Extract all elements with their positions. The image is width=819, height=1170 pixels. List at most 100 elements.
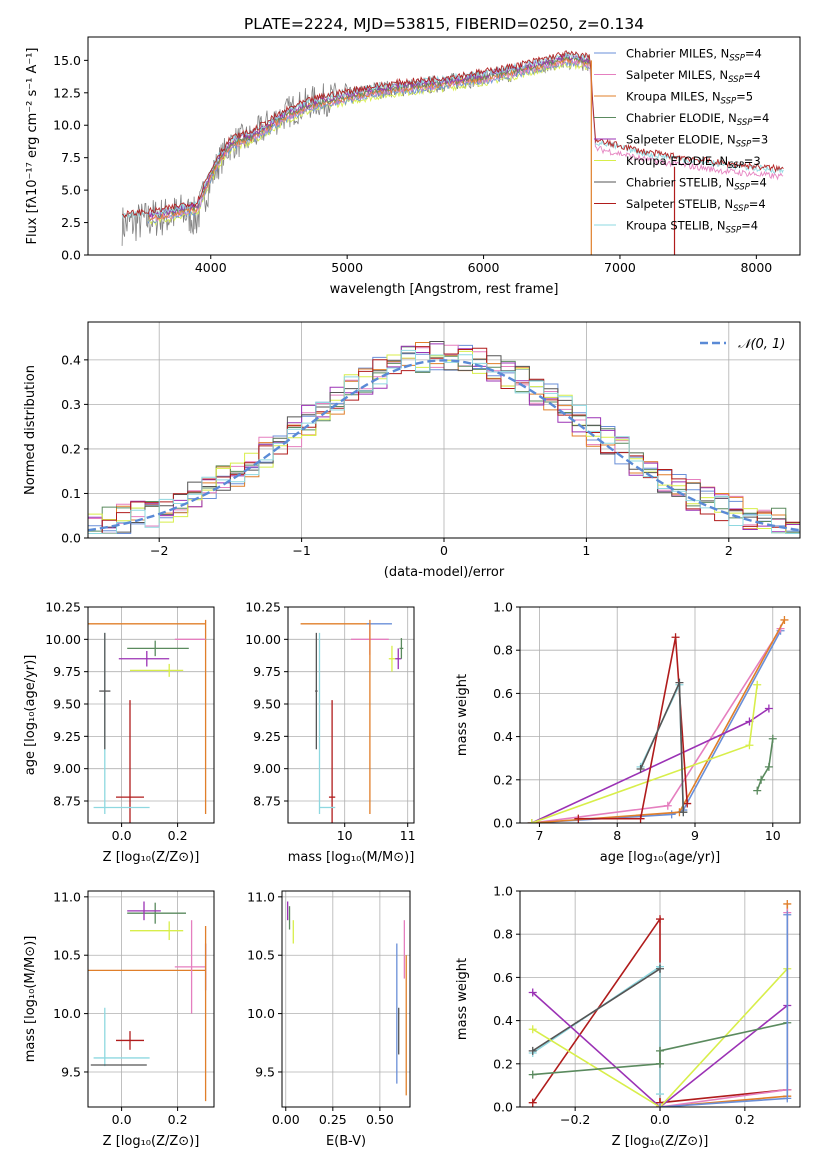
weight_vs_Z-series-chabrier_miles	[659, 914, 789, 1107]
weight_vs_age-marker-kroupa_elodie	[745, 741, 754, 750]
spectrum-model-line-salpeter_miles	[147, 57, 784, 222]
spectrum-plot-area	[121, 50, 784, 255]
age_vs_mass-point-kroupa_elodie	[388, 645, 396, 672]
mass_vs_ebv-x-tick-label: 0.00	[272, 1112, 300, 1127]
spectrum-model-line-chabrier_elodie	[147, 55, 591, 218]
weight_vs_Z-marker-chabrier_miles	[783, 910, 792, 919]
spectrum-y-axis-label: Flux [fλ10⁻¹⁷ erg cm⁻² s⁻¹ A⁻¹]	[25, 48, 40, 245]
weight_vs_Z-y-tick-label: 1.0	[493, 884, 513, 899]
age_vs_Z-plot-area	[88, 619, 207, 823]
weight_vs_Z-y-tick-label: 0.4	[493, 1013, 513, 1028]
mass_vs_ebv-y-tick-label: 10.5	[247, 948, 275, 963]
residuals-y-tick-label: 0.4	[61, 352, 81, 367]
age_vs_Z-x-axis-label: Z [log₁₀(Z/Z⊙)]	[103, 850, 200, 865]
age_vs_mass-point-chabrier_stelib	[315, 632, 318, 750]
residual-legend-label: 𝒩(0, 1)	[738, 337, 785, 352]
weight_vs_age-x-axis-label: age [log₁₀(age/yr)]	[600, 850, 721, 865]
weight_vs_Z-marker-chabrier_miles	[783, 1094, 792, 1103]
weight_vs_age-plot-area	[527, 615, 789, 823]
age_vs_Z-point-chabrier_elodie	[127, 640, 189, 657]
spectrum-legend-entry: Chabrier ELODIE, NSSP=4	[626, 111, 769, 128]
weight_vs_age-y-tick-label: 0.8	[493, 643, 513, 658]
residuals-y-tick-label: 0.2	[61, 441, 81, 456]
weight_vs_age-marker-chabrier_stelib	[636, 765, 645, 773]
spectrum-x-tick-label: 8000	[740, 260, 772, 275]
spectrum-legend-entry: Chabrier MILES, NSSP=4	[626, 47, 762, 64]
weight_vs_Z-marker-chabrier_miles	[656, 1103, 664, 1107]
weight_vs_age-x-tick-label: 9	[691, 828, 699, 843]
spectrum-legend-entry: Salpeter MILES, NSSP=4	[626, 68, 761, 85]
weight_vs_age-x-tick-label: 8	[613, 828, 621, 843]
weight_vs_Z-marker-chabrier_elodie	[656, 1046, 664, 1055]
spectrum-legend-entry: Kroupa STELIB, NSSP=4	[626, 219, 758, 236]
weight_vs_age-y-tick-label: 0.2	[493, 772, 513, 787]
weight_vs_Z-marker-salpeter_stelib	[528, 1098, 537, 1107]
weight_vs_age-series-chabrier_miles	[531, 630, 782, 823]
weight_vs_age-marker-chabrier_miles	[667, 810, 676, 819]
weight_vs_age-marker-salpeter_elodie	[764, 704, 773, 713]
mass_vs_Z-y-axis-label: mass [log₁₀(M/M⊙)]	[23, 936, 38, 1063]
weight_vs_Z-x-tick-label: −0.2	[560, 1112, 590, 1127]
weight_vs_age-marker-salpeter_stelib	[671, 633, 680, 642]
mass_vs_ebv-plot-area	[286, 901, 407, 1096]
age_vs_mass-point-salpeter_elodie	[395, 648, 402, 670]
age_vs_mass-x-tick-label: 11	[400, 828, 416, 843]
weight_vs_age-series-salpeter_stelib	[578, 637, 688, 820]
weight_vs_Z-y-tick-label: 0.8	[493, 927, 513, 942]
weight_vs_Z-marker-salpeter_stelib	[656, 915, 664, 924]
spectrum-x-tick-label: 7000	[604, 260, 636, 275]
weight_vs_Z-marker-kroupa_miles	[783, 899, 792, 908]
weight_vs_Z-x-tick-label: 0.2	[735, 1112, 755, 1127]
mass_vs_Z-x-tick-label: 0.0	[112, 1112, 132, 1127]
weight_vs_Z-marker-kroupa_stelib	[656, 1090, 664, 1099]
spectrum-data-line	[121, 51, 590, 246]
age_vs_mass-y-tick-label: 9.75	[253, 664, 281, 679]
spectrum-x-tick-label: 4000	[195, 260, 227, 275]
mass_vs_Z-x-tick-label: 0.2	[168, 1112, 188, 1127]
spectrum-axes-frame	[87, 36, 801, 256]
weight_vs_age-marker-kroupa_miles	[780, 615, 789, 624]
normal-distribution-curve	[88, 359, 800, 532]
weight_vs_Z-plot-area	[528, 899, 792, 1107]
weight_vs_age-y-axis-label: mass weight	[455, 674, 470, 756]
weight_vs_age-y-tick-label: 1.0	[493, 600, 513, 615]
residuals-y-tick-label: 0.3	[61, 397, 81, 412]
weight_vs_Z-series-kroupa_elodie	[532, 968, 788, 1107]
weight_vs_Z-series-salpeter_elodie	[532, 991, 788, 1107]
age_vs_Z-panel: 0.0 0.2 8.75 9.00 9.25 9.50 9.75 10.00 10.25 Z [l…	[23, 600, 215, 865]
spectrum-y-tick-label: 5.0	[61, 183, 81, 198]
weight_vs_Z-panel: −0.2 0.0 0.2 0.0 0.2 0.4 0.6 0.8 1.0 Z [log₁₀(Z/Z…	[455, 884, 801, 1149]
mass_vs_Z-plot-area	[88, 901, 207, 1102]
weight_vs_Z-x-axis-label: Z [log₁₀(Z/Z⊙)]	[612, 1134, 709, 1149]
weight_vs_age-marker-salpeter_stelib	[683, 799, 692, 808]
mass_vs_ebv-x-tick-label: 0.25	[319, 1112, 347, 1127]
residuals-x-tick-label: 0	[440, 543, 448, 558]
age_vs_Z-y-tick-label: 10.25	[45, 600, 81, 615]
mass_vs_ebv-x-axis-label: E(B-V)	[326, 1134, 366, 1149]
weight_vs_age-y-tick-label: 0.0	[493, 816, 513, 831]
spectrum-legend-entry: Chabrier STELIB, NSSP=4	[626, 176, 767, 193]
residuals-x-tick-label: −1	[292, 543, 310, 558]
weight_vs_age-y-tick-label: 0.4	[493, 729, 513, 744]
age_vs_mass-y-tick-label: 10.00	[245, 632, 281, 647]
age_vs_mass-panel: 10 11 8.75 9.00 9.25 9.50 9.75 10.00 10.25 mass […	[245, 600, 416, 866]
spectrum-model-line-salpeter_elodie	[147, 53, 591, 218]
spectrum-x-axis-label: wavelength [Angstrom, rest frame]	[330, 282, 559, 297]
weight_vs_age-marker-chabrier_stelib	[675, 678, 684, 687]
age_vs_Z-point-salpeter_stelib	[116, 700, 144, 823]
residuals-y-tick-label: 0.0	[61, 531, 81, 546]
age_vs_mass-axes-frame	[287, 606, 415, 824]
mass_vs_Z-panel: 0.0 0.2 9.5 10.0 10.5 11.0 Z [log₁₀(Z/Z⊙)] mass…	[23, 889, 215, 1149]
residuals-panel: −2 −1 0 1 2 0.0 0.1 0.2 0.3 0.4 (data-model)/error…	[23, 321, 801, 580]
age_vs_mass-point-chabrier_elodie	[399, 638, 404, 659]
mass_vs_Z-y-tick-label: 9.5	[61, 1064, 81, 1079]
mass_vs_ebv-panel: 0.00 0.25 0.50 9.5 10.0 10.5 11.0 E(B-V)	[247, 889, 411, 1149]
residual-histogram-kroupa_stelib	[88, 349, 800, 534]
age_vs_Z-point-kroupa_elodie	[130, 663, 184, 677]
mass_vs_Z-y-tick-label: 10.0	[53, 1006, 81, 1021]
weight_vs_age-marker-salpeter_stelib	[636, 814, 645, 823]
weight_vs_Z-marker-kroupa_elodie	[528, 1025, 537, 1034]
residuals-x-tick-label: 2	[725, 543, 733, 558]
age_vs_Z-axes-frame	[87, 606, 215, 824]
weight_vs_Z-y-axis-label: mass weight	[455, 958, 470, 1040]
